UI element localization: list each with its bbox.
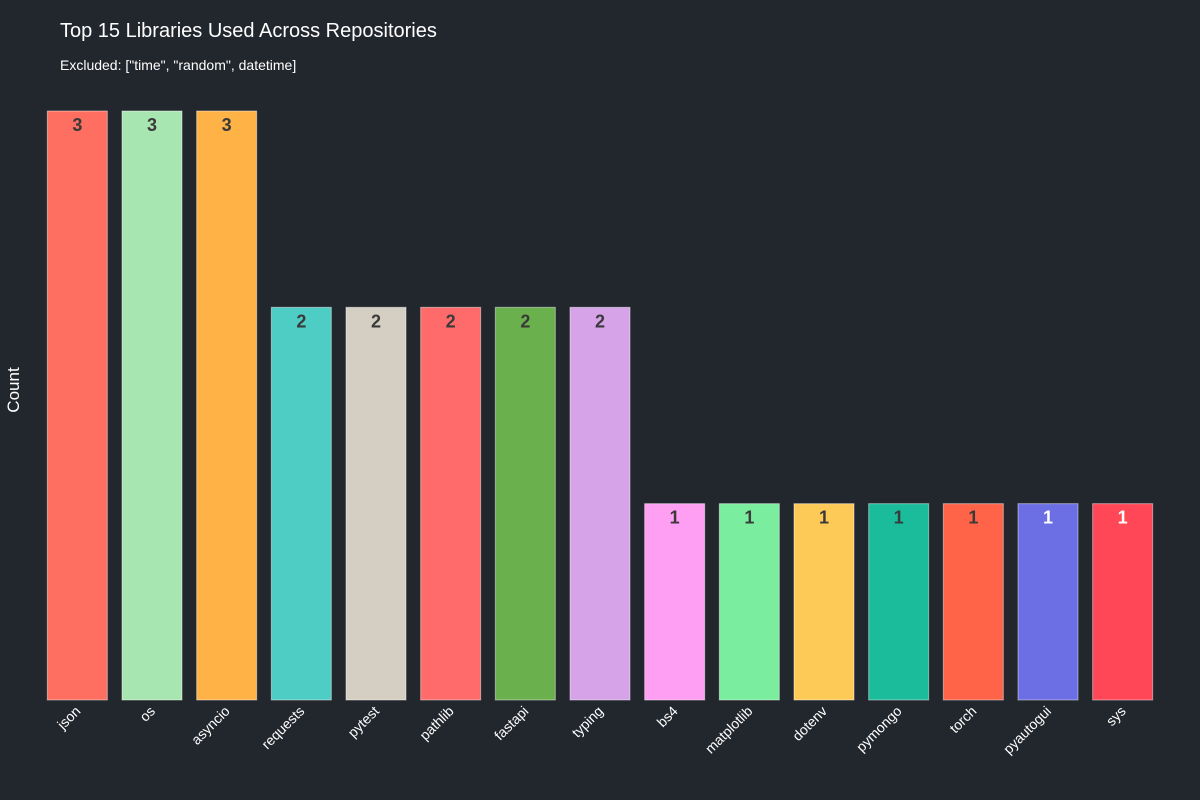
bar-value-label-dotenv: 1: [819, 508, 829, 528]
x-tick-labels-group: json os asyncio requests pytest pathlib fastap…: [53, 703, 1129, 757]
bar-value-label-typing: 2: [595, 311, 605, 331]
bar-value-label-os: 3: [147, 115, 157, 135]
bar-pymongo: [868, 503, 930, 701]
bar-asyncio: [196, 110, 258, 701]
bar-value-label-pymongo: 1: [894, 508, 904, 528]
bar-matplotlib: [718, 503, 780, 701]
x-tick-label-dotenv: dotenv: [789, 703, 830, 744]
x-tick-label-json: json: [53, 703, 83, 733]
bar-value-label-matplotlib: 1: [744, 508, 754, 528]
bar-labels-group: 3 3 3 2 2 2 2 2 1 1 1 1 1 1 1: [72, 115, 1127, 528]
bar-value-label-pathlib: 2: [446, 311, 456, 331]
bar-json: [46, 110, 108, 701]
x-tick-label-fastapi: fastapi: [491, 703, 531, 743]
bar-torch: [942, 503, 1004, 701]
y-axis-label: Count: [4, 367, 23, 413]
bar-dotenv: [793, 503, 855, 701]
bar-value-label-requests: 2: [296, 311, 306, 331]
x-tick-label-torch: torch: [946, 703, 979, 736]
bar-pathlib: [420, 306, 482, 701]
x-tick-label-matplotlib: matplotlib: [702, 703, 756, 757]
bar-sys: [1092, 503, 1154, 701]
bars-group: [46, 110, 1154, 701]
bar-value-label-fastapi: 2: [520, 311, 530, 331]
x-tick-label-pytest: pytest: [344, 703, 382, 741]
chart-title: Top 15 Libraries Used Across Repositorie…: [60, 20, 437, 42]
bar-typing: [569, 306, 631, 701]
x-tick-label-os: os: [136, 703, 158, 725]
bar-value-label-pyautogui: 1: [1043, 508, 1053, 528]
bar-value-label-torch: 1: [968, 508, 978, 528]
x-tick-label-requests: requests: [258, 703, 307, 752]
bar-value-label-asyncio: 3: [222, 115, 232, 135]
x-tick-label-bs4: bs4: [654, 703, 681, 730]
x-tick-label-sys: sys: [1103, 703, 1129, 729]
bar-value-label-pytest: 2: [371, 311, 381, 331]
x-tick-label-asyncio: asyncio: [188, 703, 233, 748]
chart-subtitle: Excluded: ["time", "random", datetime]: [60, 57, 297, 73]
x-tick-label-pymongo: pymongo: [853, 703, 905, 755]
x-tick-label-pyautogui: pyautogui: [1000, 703, 1054, 757]
bar-value-label-json: 3: [72, 115, 82, 135]
x-tick-label-pathlib: pathlib: [416, 703, 457, 744]
bar-fastapi: [494, 306, 556, 701]
bar-pyautogui: [1017, 503, 1079, 701]
bar-value-label-bs4: 1: [670, 508, 680, 528]
bar-bs4: [644, 503, 706, 701]
bar-os: [121, 110, 183, 701]
bar-pytest: [345, 306, 407, 701]
bar-value-label-sys: 1: [1118, 508, 1128, 528]
bar-requests: [270, 306, 332, 701]
x-tick-label-typing: typing: [568, 703, 606, 741]
